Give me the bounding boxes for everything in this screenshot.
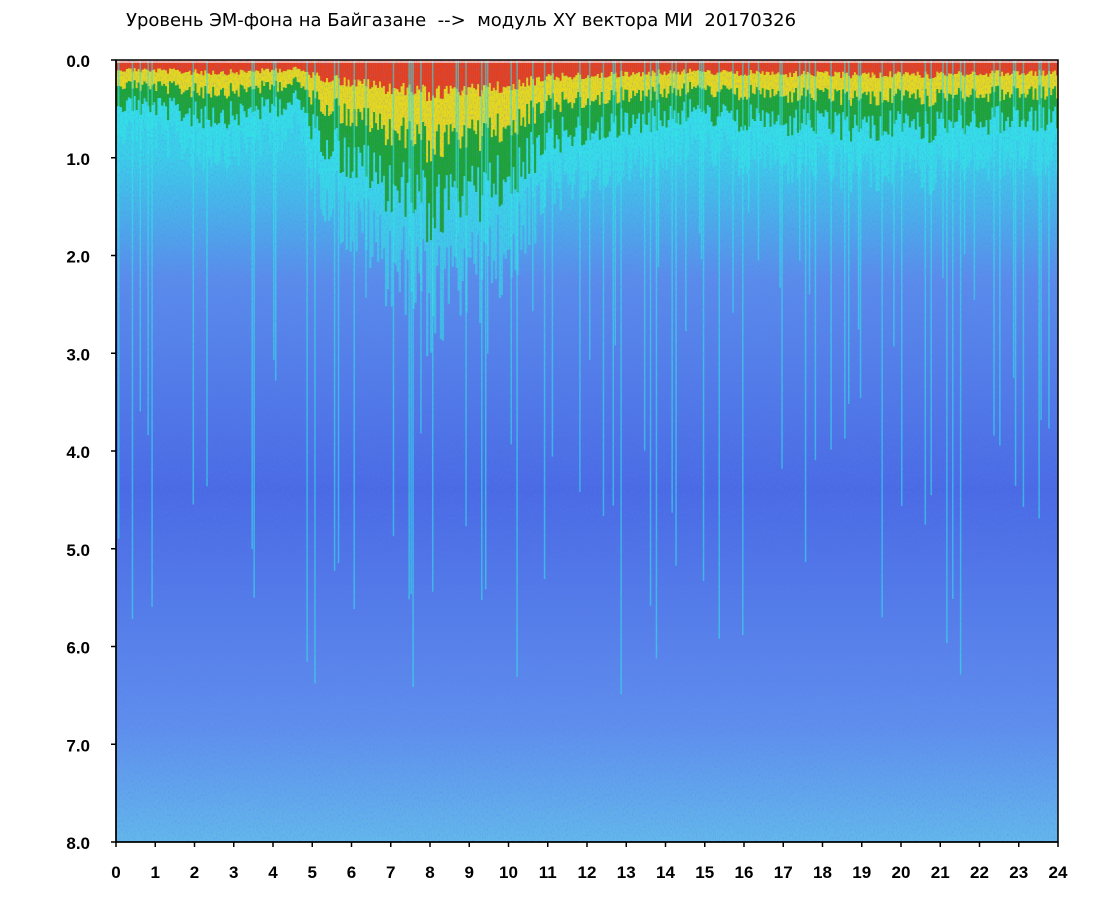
x-tick-label: 19 xyxy=(852,863,871,882)
y-tick-label: 2.0 xyxy=(66,248,90,267)
x-tick-label: 10 xyxy=(499,863,518,882)
y-tick-label: 1.0 xyxy=(66,150,90,169)
x-tick-label: 7 xyxy=(386,863,395,882)
x-tick-label: 23 xyxy=(1009,863,1028,882)
x-tick-label: 6 xyxy=(347,863,356,882)
x-tick-label: 17 xyxy=(774,863,793,882)
x-tick-label: 12 xyxy=(578,863,597,882)
x-tick-label: 18 xyxy=(813,863,832,882)
y-tick-label: 4.0 xyxy=(66,443,90,462)
x-tick-label: 22 xyxy=(970,863,989,882)
x-tick-label: 8 xyxy=(425,863,434,882)
y-tick-label: 6.0 xyxy=(66,639,90,658)
x-tick-label: 11 xyxy=(539,863,557,882)
y-tick-label: 7.0 xyxy=(66,736,90,755)
y-tick-label: 3.0 xyxy=(66,345,90,364)
noise-overlay xyxy=(116,60,1058,842)
x-axis: 0 1 2 3 4 5 6 7 8 9 10 11 12 13 14 15 16 17 18 19 20 21 22 23 24 xyxy=(111,841,1068,882)
plot-area xyxy=(115,59,1059,843)
x-tick-label: 9 xyxy=(465,863,474,882)
y-tick-label: 5.0 xyxy=(66,541,90,560)
x-tick-label: 24 xyxy=(1049,863,1068,882)
x-tick-label: 5 xyxy=(308,863,317,882)
x-tick-label: 21 xyxy=(931,863,950,882)
x-tick-label: 14 xyxy=(656,863,675,882)
x-tick-label: 3 xyxy=(229,863,238,882)
y-tick-label: 0.0 xyxy=(66,52,90,71)
x-tick-label: 16 xyxy=(735,863,754,882)
y-axis: 0.0 1.0 2.0 3.0 4.0 5.0 6.0 7.0 8.0 xyxy=(66,52,117,853)
x-tick-label: 4 xyxy=(268,863,278,882)
y-tick-label: 8.0 xyxy=(66,834,90,853)
x-tick-label: 13 xyxy=(617,863,636,882)
x-tick-label: 20 xyxy=(892,863,911,882)
x-tick-label: 1 xyxy=(151,863,160,882)
x-tick-label: 0 xyxy=(111,863,120,882)
chart-title: Уровень ЭМ-фона на Байгазане --> модуль … xyxy=(126,10,797,31)
x-tick-label: 15 xyxy=(695,863,714,882)
x-tick-label: 2 xyxy=(190,863,199,882)
